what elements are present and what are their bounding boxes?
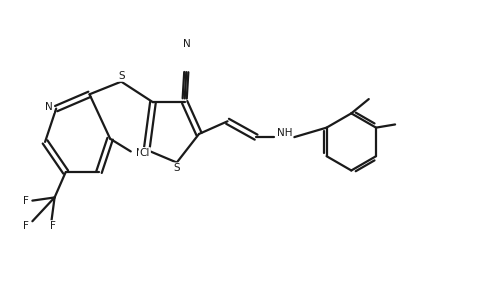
Text: F: F bbox=[23, 196, 29, 205]
Text: NH: NH bbox=[277, 128, 293, 138]
Text: N: N bbox=[136, 148, 144, 158]
Text: F: F bbox=[23, 221, 29, 231]
Text: N: N bbox=[45, 102, 53, 112]
Text: S: S bbox=[173, 163, 180, 173]
Text: F: F bbox=[50, 221, 56, 231]
Text: N: N bbox=[183, 39, 191, 49]
Text: Cl: Cl bbox=[140, 148, 150, 158]
Text: S: S bbox=[118, 71, 124, 81]
